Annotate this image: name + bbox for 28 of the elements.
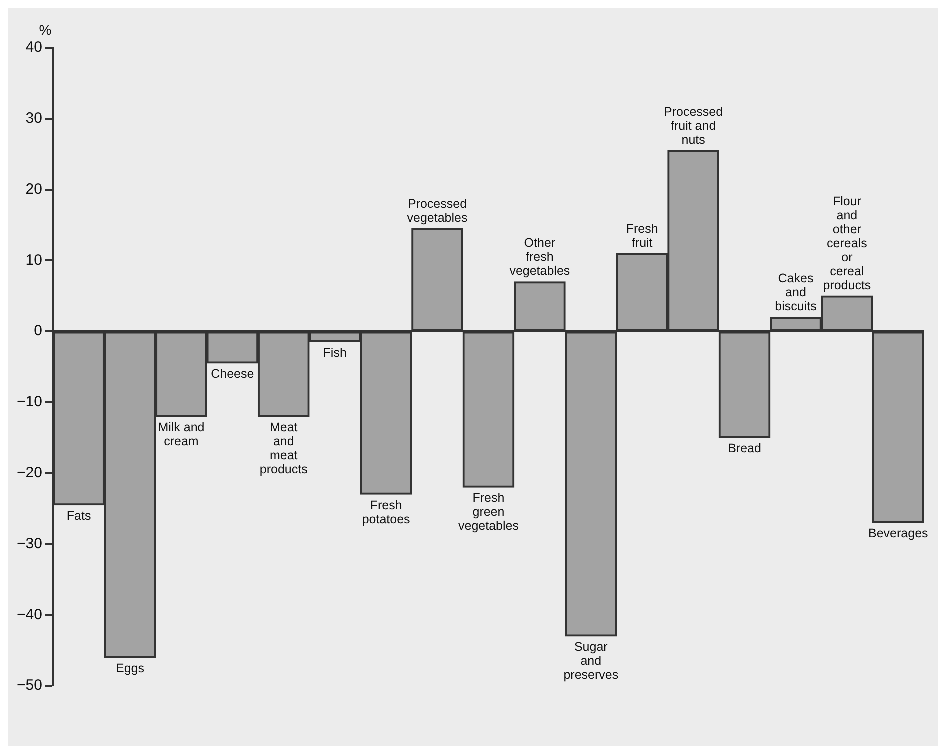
- y-tick-label: 20: [26, 180, 42, 198]
- x-tick-label: Meat and meat products: [260, 420, 308, 476]
- y-tick-label: 0: [34, 322, 42, 340]
- x-tick-label: Sugar and preserves: [564, 640, 619, 682]
- x-tick-label: Processed vegetables: [407, 196, 468, 225]
- x-tick-label: Milk and cream: [158, 420, 205, 448]
- x-tick-label: Fresh potatoes: [362, 498, 410, 526]
- x-tick-label: Cheese: [211, 367, 254, 382]
- x-tick-label: Cakes and biscuits: [775, 272, 817, 314]
- y-tick-label: 30: [26, 110, 42, 128]
- x-tick-label: Fats: [66, 508, 92, 523]
- x-tick-label: Eggs: [116, 661, 145, 676]
- x-tick-label: Other fresh vegetables: [510, 236, 570, 278]
- x-tick-label: Fresh green vegetables: [458, 491, 519, 534]
- x-tick-label: Fish: [323, 346, 347, 360]
- y-tick-label: 10: [26, 252, 42, 269]
- y-tick-label: −40: [16, 606, 42, 624]
- x-tick-label: Processed fruit and nuts: [664, 104, 724, 147]
- x-tick-label: Fresh fruit: [626, 222, 658, 250]
- y-tick-label: −50: [16, 677, 42, 694]
- y-tick-label: 40: [26, 39, 42, 56]
- y-tick-label: −30: [16, 535, 42, 552]
- y-axis-title: %: [39, 22, 52, 38]
- x-tick-label: Bread: [728, 442, 762, 456]
- y-tick-label: −20: [16, 464, 42, 482]
- x-tick-label: Flour and other cereals or cereal products: [823, 194, 872, 292]
- y-tick-label: −10: [16, 394, 42, 411]
- x-tick-label: Beverages: [868, 526, 928, 541]
